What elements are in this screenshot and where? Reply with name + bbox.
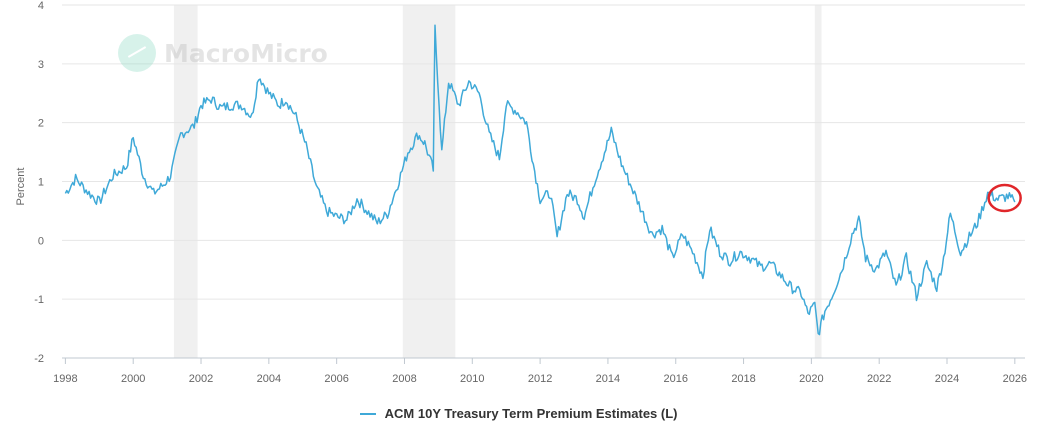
macromicro-logo-icon: [118, 34, 156, 72]
legend[interactable]: ACM 10Y Treasury Term Premium Estimates …: [0, 406, 1037, 421]
highlight-circle: [987, 183, 1022, 213]
legend-line-icon: [359, 412, 376, 415]
y-tick-label: 2: [38, 118, 44, 130]
axes: -2 -1 0 1 2 3 4 1998 2000 2002 2004 2006 2008 2010 201…: [15, 0, 1027, 385]
y-tick-label: -1: [34, 294, 44, 306]
y-tick-label: 4: [38, 0, 44, 12]
x-tick-label: 2024: [935, 373, 959, 385]
y-tick-label: 0: [38, 235, 44, 247]
x-tick-label: 2026: [1003, 373, 1027, 385]
x-tick-label: 2010: [460, 373, 484, 385]
x-tick-label: 2006: [324, 373, 348, 385]
legend-label[interactable]: ACM 10Y Treasury Term Premium Estimates …: [384, 406, 678, 421]
y-tick-label: -2: [34, 353, 44, 365]
annotation-layer: [987, 183, 1022, 213]
series-line: [64, 24, 1016, 336]
x-tick-label: 2016: [664, 373, 688, 385]
x-tick-label: 2002: [189, 373, 213, 385]
x-tick-label: 2022: [867, 373, 891, 385]
watermark: MacroMicro: [118, 34, 328, 72]
x-tick-label: 2020: [799, 373, 823, 385]
x-tick-label: 2004: [257, 373, 281, 385]
x-tick-label: 2012: [528, 373, 552, 385]
x-tick-label: 1998: [53, 373, 77, 385]
series-layer: [64, 24, 1016, 336]
gridlines: [62, 4, 1025, 300]
y-tick-label: 1: [38, 177, 44, 189]
x-tick-label: 2000: [121, 373, 145, 385]
x-tick-label: 2008: [392, 373, 416, 385]
watermark-text: MacroMicro: [164, 38, 328, 68]
y-tick-label: 3: [38, 59, 44, 71]
x-tick-label: 2014: [596, 373, 620, 385]
x-tick-label: 2018: [731, 373, 755, 385]
y-axis-label: Percent: [15, 168, 27, 206]
